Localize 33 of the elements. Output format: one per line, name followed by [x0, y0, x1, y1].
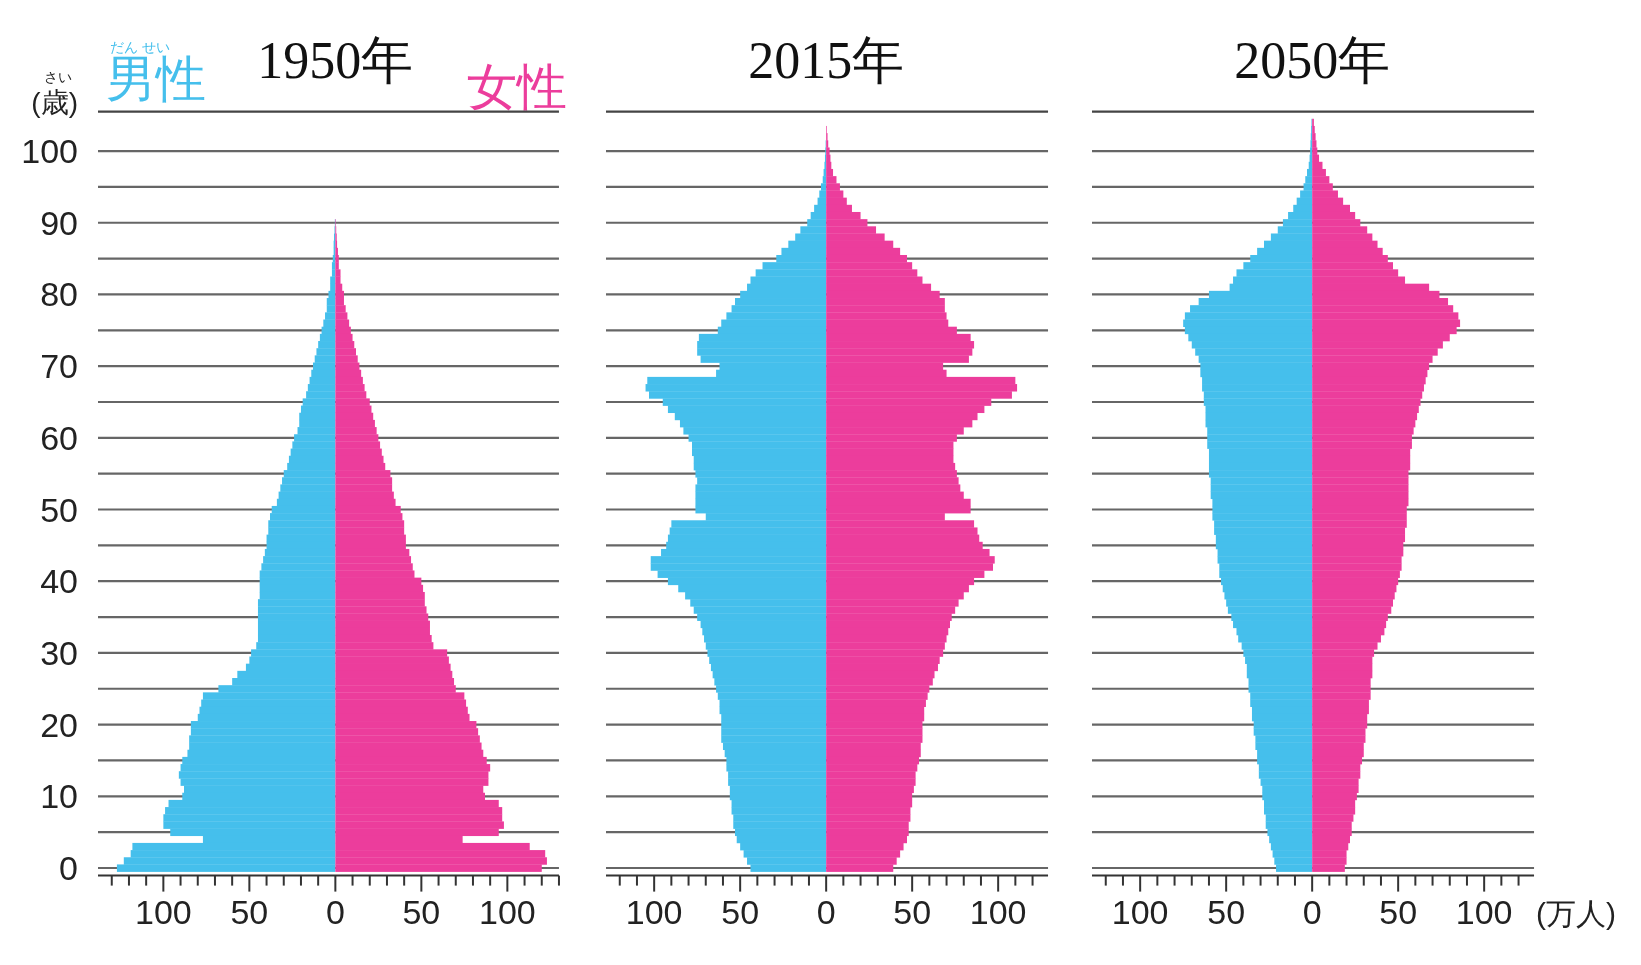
x-tick-label: 50: [1207, 892, 1246, 931]
y-tick-label: 0: [59, 849, 78, 888]
y-tick-label: 70: [40, 347, 78, 386]
y-tick-label: 20: [40, 705, 78, 744]
chart-title: 2015年: [748, 32, 905, 89]
x-tick-label: 50: [893, 892, 932, 931]
x-tick-label: 100: [969, 892, 1027, 931]
x-tick-label: 50: [402, 892, 441, 931]
y-tick-label: 30: [40, 633, 78, 672]
x-tick-label: 50: [230, 892, 269, 931]
chart-title: 1950年: [257, 32, 414, 89]
y-tick-label: 60: [40, 418, 78, 457]
x-tick-label: 100: [1111, 892, 1169, 931]
x-tick-label: 50: [721, 892, 760, 931]
y-tick-label: 100: [21, 132, 78, 171]
x-tick-label: 100: [1455, 892, 1513, 931]
x-axis-title: (万人): [1536, 896, 1617, 930]
y-tick-label: 80: [40, 275, 78, 314]
text: さい: [44, 69, 72, 85]
y-tick-label: 40: [40, 562, 78, 601]
x-tick-label: 0: [1302, 892, 1322, 931]
x-tick-label: 100: [625, 892, 683, 931]
chart-title: 2050年: [1234, 32, 1391, 89]
y-tick-label: 10: [40, 777, 78, 816]
x-tick-label: 100: [478, 892, 536, 931]
y-tick-label: 90: [40, 203, 78, 242]
x-tick-label: 100: [134, 892, 192, 931]
x-tick-label: 0: [816, 892, 836, 931]
text: 女性: [466, 59, 567, 115]
x-tick-label: 50: [1379, 892, 1418, 931]
y-tick-label: 50: [40, 490, 78, 529]
x-tick-label: 0: [325, 892, 345, 931]
y-axis-title: (歳): [31, 87, 78, 118]
